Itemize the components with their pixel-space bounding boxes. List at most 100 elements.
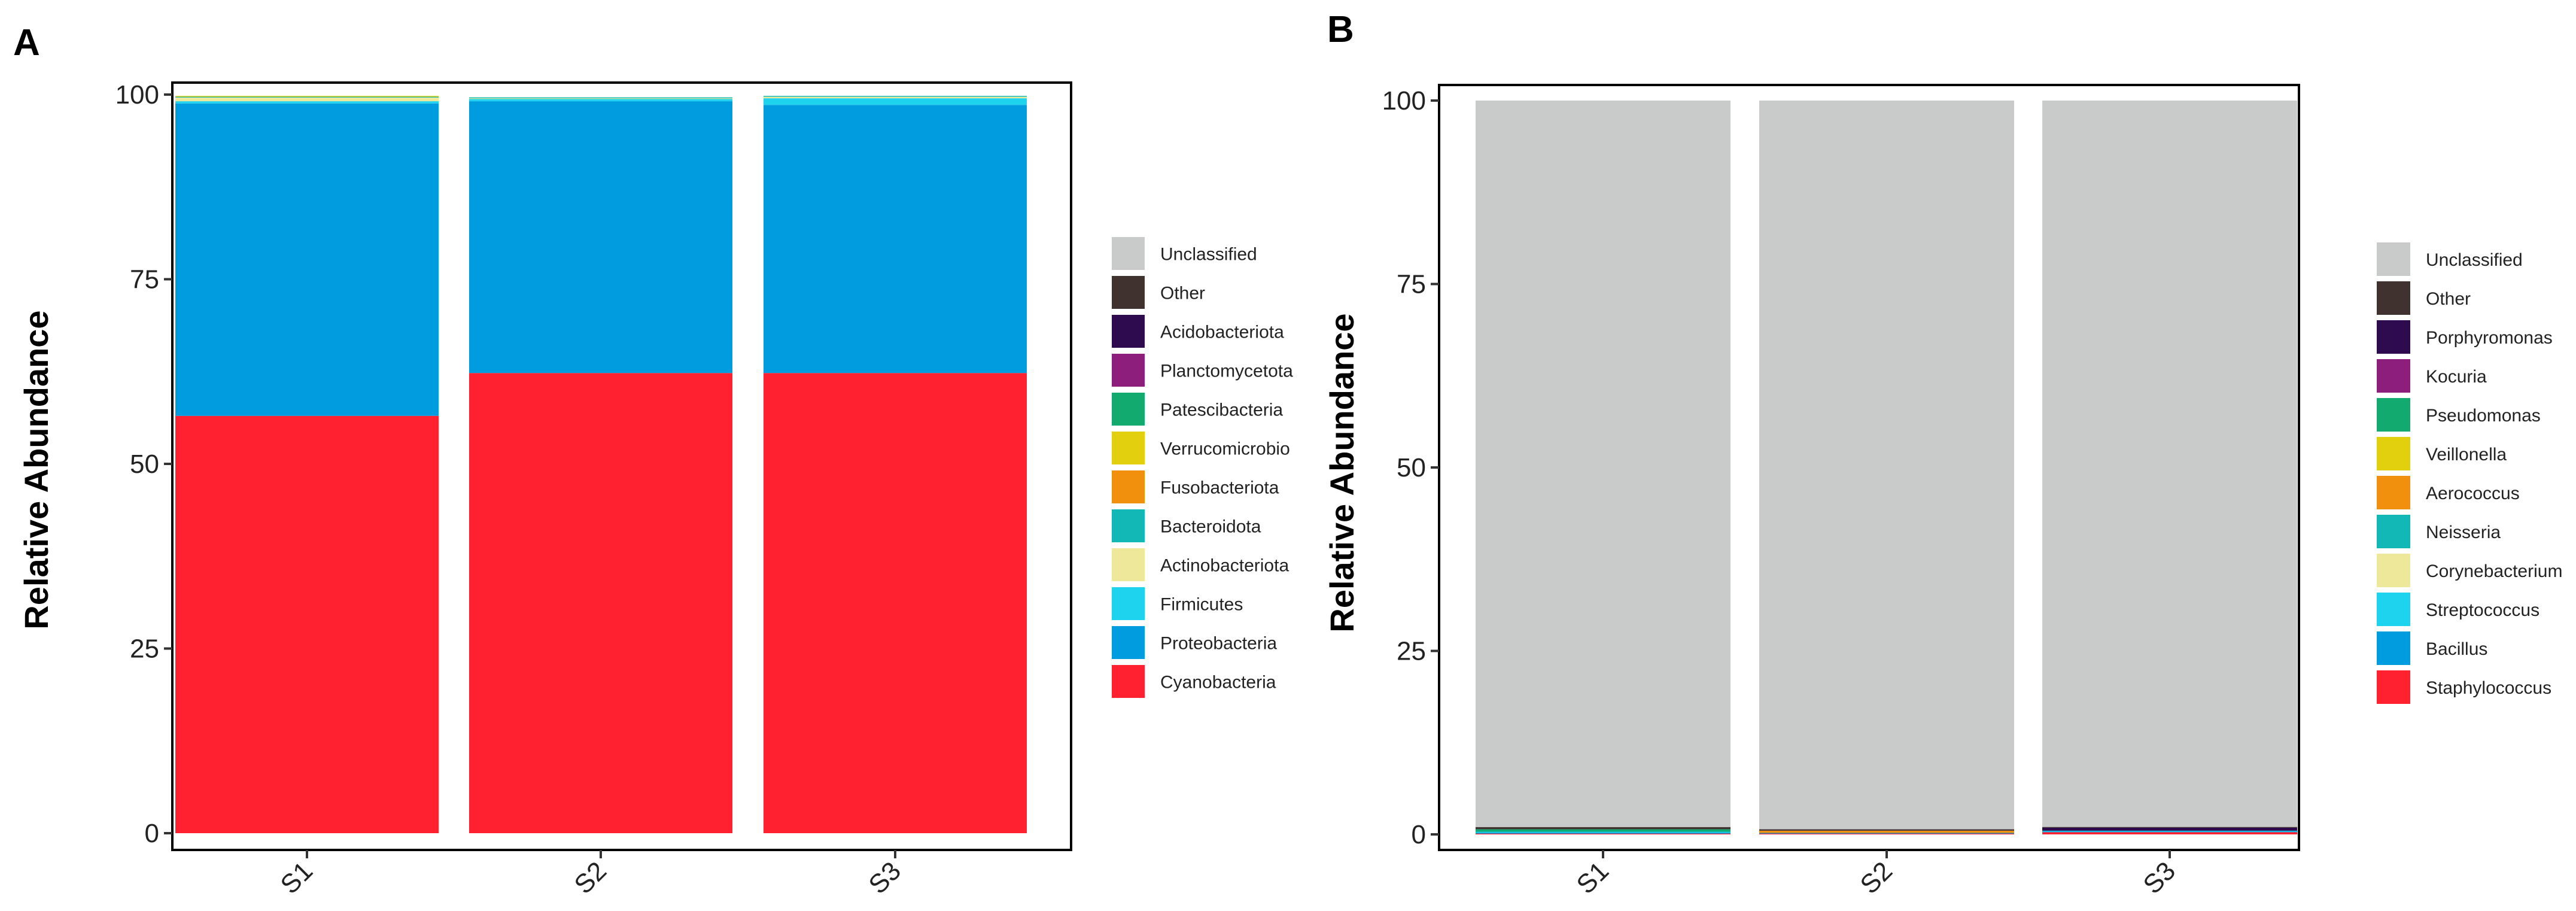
bar-segment-s3-streptococcus (2042, 830, 2297, 832)
bar-segment-s1-other (1476, 827, 1730, 830)
legend-swatch-firmicutes (1112, 587, 1145, 620)
legend-swatch-other (1112, 276, 1145, 309)
bar-segment-s1-streptococcus (1476, 832, 1730, 833)
x-tick-label: S2 (568, 856, 612, 900)
legend-swatch-cyanobacteria (1112, 665, 1145, 698)
legend-label-kocuria: Kocuria (2426, 367, 2487, 387)
legend-label-cyanobacteria: Cyanobacteria (1160, 673, 1276, 693)
y-tick-label: 0 (1412, 820, 1426, 849)
bar-segment-s2-bacillus (1759, 833, 2014, 834)
y-tick-label: 25 (130, 634, 159, 664)
legend-label-other: Other (2426, 289, 2471, 309)
y-tick-label: 100 (1382, 86, 1426, 116)
bar-segment-s2-staphylococcus (1759, 833, 2014, 834)
y-tick-label: 50 (1397, 453, 1426, 482)
bar-segment-s3-proteobacteria (764, 105, 1027, 373)
x-tick-label: S3 (863, 856, 907, 900)
legend-label-aerococcus: Aerococcus (2426, 484, 2520, 503)
bar-segment-s1-firmicutes (175, 101, 439, 104)
bar-segment-s1-staphylococcus (1476, 833, 1730, 834)
legend-swatch-bacteroidota (1112, 509, 1145, 542)
bar-segment-s3-staphylococcus (2042, 832, 2297, 834)
legend-swatch-unclassified (2377, 242, 2410, 276)
bar-segment-s1-bacteroidota (175, 96, 439, 98)
bar-segment-s1-bacillus (1476, 833, 1730, 834)
legend-swatch-proteobacteria (1112, 626, 1145, 659)
legend-swatch-pseudomonas (2377, 398, 2410, 432)
legend-label-bacteroidota: Bacteroidota (1160, 517, 1261, 537)
legend-swatch-fusobacteriota (1112, 470, 1145, 503)
panel-a-y-axis-title: Relative Abundance (17, 310, 55, 629)
legend-label-unclassified: Unclassified (2426, 250, 2523, 270)
bar-segment-s2-unclassified (1759, 101, 2014, 830)
bar-segment-s2-bacteroidota (469, 97, 732, 99)
legend-swatch-staphylococcus (2377, 670, 2410, 704)
bar-segment-s1-pseudomonas (1476, 829, 1730, 832)
bar-segment-s2-proteobacteria (469, 101, 732, 373)
panel-a: A Relative Abundance 0 25 50 75 100 S1 S2 S3 U… (13, 22, 1293, 900)
panel-a-legend: Unclassified Other Acidobacteriota Planctom… (1112, 237, 1293, 698)
bar-segment-s2-cyanobacteria (469, 373, 732, 833)
legend-swatch-other (2377, 281, 2410, 315)
bar-segment-s1-cyanobacteria (175, 415, 439, 833)
legend-swatch-aerococcus (2377, 476, 2410, 509)
panel-a-x-axis: S1 S2 S3 (275, 850, 907, 900)
legend-label-neisseria: Neisseria (2426, 523, 2501, 542)
legend-label-verrucomicrobio: Verrucomicrobio (1160, 439, 1290, 459)
y-tick-label: 50 (130, 450, 159, 479)
legend-swatch-neisseria (2377, 515, 2410, 548)
bar-segment-s3-unclassified (2042, 101, 2297, 827)
y-tick-label: 75 (1397, 270, 1426, 299)
panel-b-y-axis-title: Relative Abundance (1323, 313, 1361, 632)
bar-segment-s1-unclassified (1476, 101, 1730, 827)
bar-segment-s3-bacillus (2042, 831, 2297, 833)
x-tick-label: S3 (2137, 856, 2181, 900)
legend-swatch-kocuria (2377, 359, 2410, 393)
legend-label-streptococcus: Streptococcus (2426, 600, 2539, 620)
panel-b-legend: Unclassified Other Porphyromonas Kocuria Pse… (2377, 242, 2562, 704)
legend-swatch-planctomycetota (1112, 354, 1145, 387)
x-tick-label: S1 (1571, 856, 1614, 900)
bar-segment-s2-aerococcus (1759, 830, 2014, 833)
bar-segment-s3-porphyromonas (2042, 827, 2297, 831)
legend-swatch-streptococcus (2377, 593, 2410, 626)
bar-segment-s2-firmicutes (469, 99, 732, 102)
bar-segment-s3-firmicutes (764, 98, 1027, 105)
legend-swatch-porphyromonas (2377, 320, 2410, 354)
legend-swatch-bacillus (2377, 631, 2410, 665)
legend-label-firmicutes: Firmicutes (1160, 595, 1243, 615)
legend-label-patescibacteria: Patescibacteria (1160, 400, 1283, 420)
panel-b-y-axis: 0 25 50 75 100 (1382, 86, 1439, 849)
bar-segment-s1-actinobacteriota (175, 97, 439, 102)
legend-swatch-veillonella (2377, 437, 2410, 470)
bar-segment-s3-bacteroidota (764, 96, 1027, 97)
legend-label-proteobacteria: Proteobacteria (1160, 634, 1277, 654)
legend-label-planctomycetota: Planctomycetota (1160, 362, 1293, 381)
y-tick-label: 0 (145, 819, 159, 848)
panel-b-bars (1476, 101, 2297, 834)
panel-b-x-axis: S1 S2 S3 (1571, 850, 2181, 900)
bar-segment-s2-other (1759, 829, 2014, 831)
legend-label-unclassified: Unclassified (1160, 245, 1257, 265)
panel-b: B Relative Abundance 0 25 50 75 100 S1 S2 S3 U… (1323, 9, 2562, 900)
legend-label-actinobacteriota: Actinobacteriota (1160, 556, 1289, 576)
bar-segment-s3-other (2042, 827, 2297, 828)
panel-a-label: A (13, 22, 40, 63)
legend-swatch-unclassified (1112, 237, 1145, 270)
bar-segment-s1-neisseria (1476, 831, 1730, 833)
legend-label-veillonella: Veillonella (2426, 445, 2507, 464)
x-tick-label: S1 (275, 856, 318, 900)
y-tick-label: 25 (1397, 637, 1426, 666)
legend-label-acidobacteriota: Acidobacteriota (1160, 323, 1284, 342)
legend-label-other: Other (1160, 284, 1205, 303)
bar-segment-s1-proteobacteria (175, 103, 439, 416)
bar-segment-s1-verrucomicrobio (175, 96, 439, 97)
panel-a-y-axis: 0 25 50 75 100 (115, 80, 172, 848)
legend-label-corynebacterium: Corynebacterium (2426, 561, 2562, 581)
legend-swatch-verrucomicrobio (1112, 432, 1145, 464)
legend-swatch-acidobacteriota (1112, 315, 1145, 348)
y-tick-label: 75 (130, 265, 159, 294)
legend-label-bacillus: Bacillus (2426, 639, 2487, 659)
legend-swatch-actinobacteriota (1112, 548, 1145, 581)
